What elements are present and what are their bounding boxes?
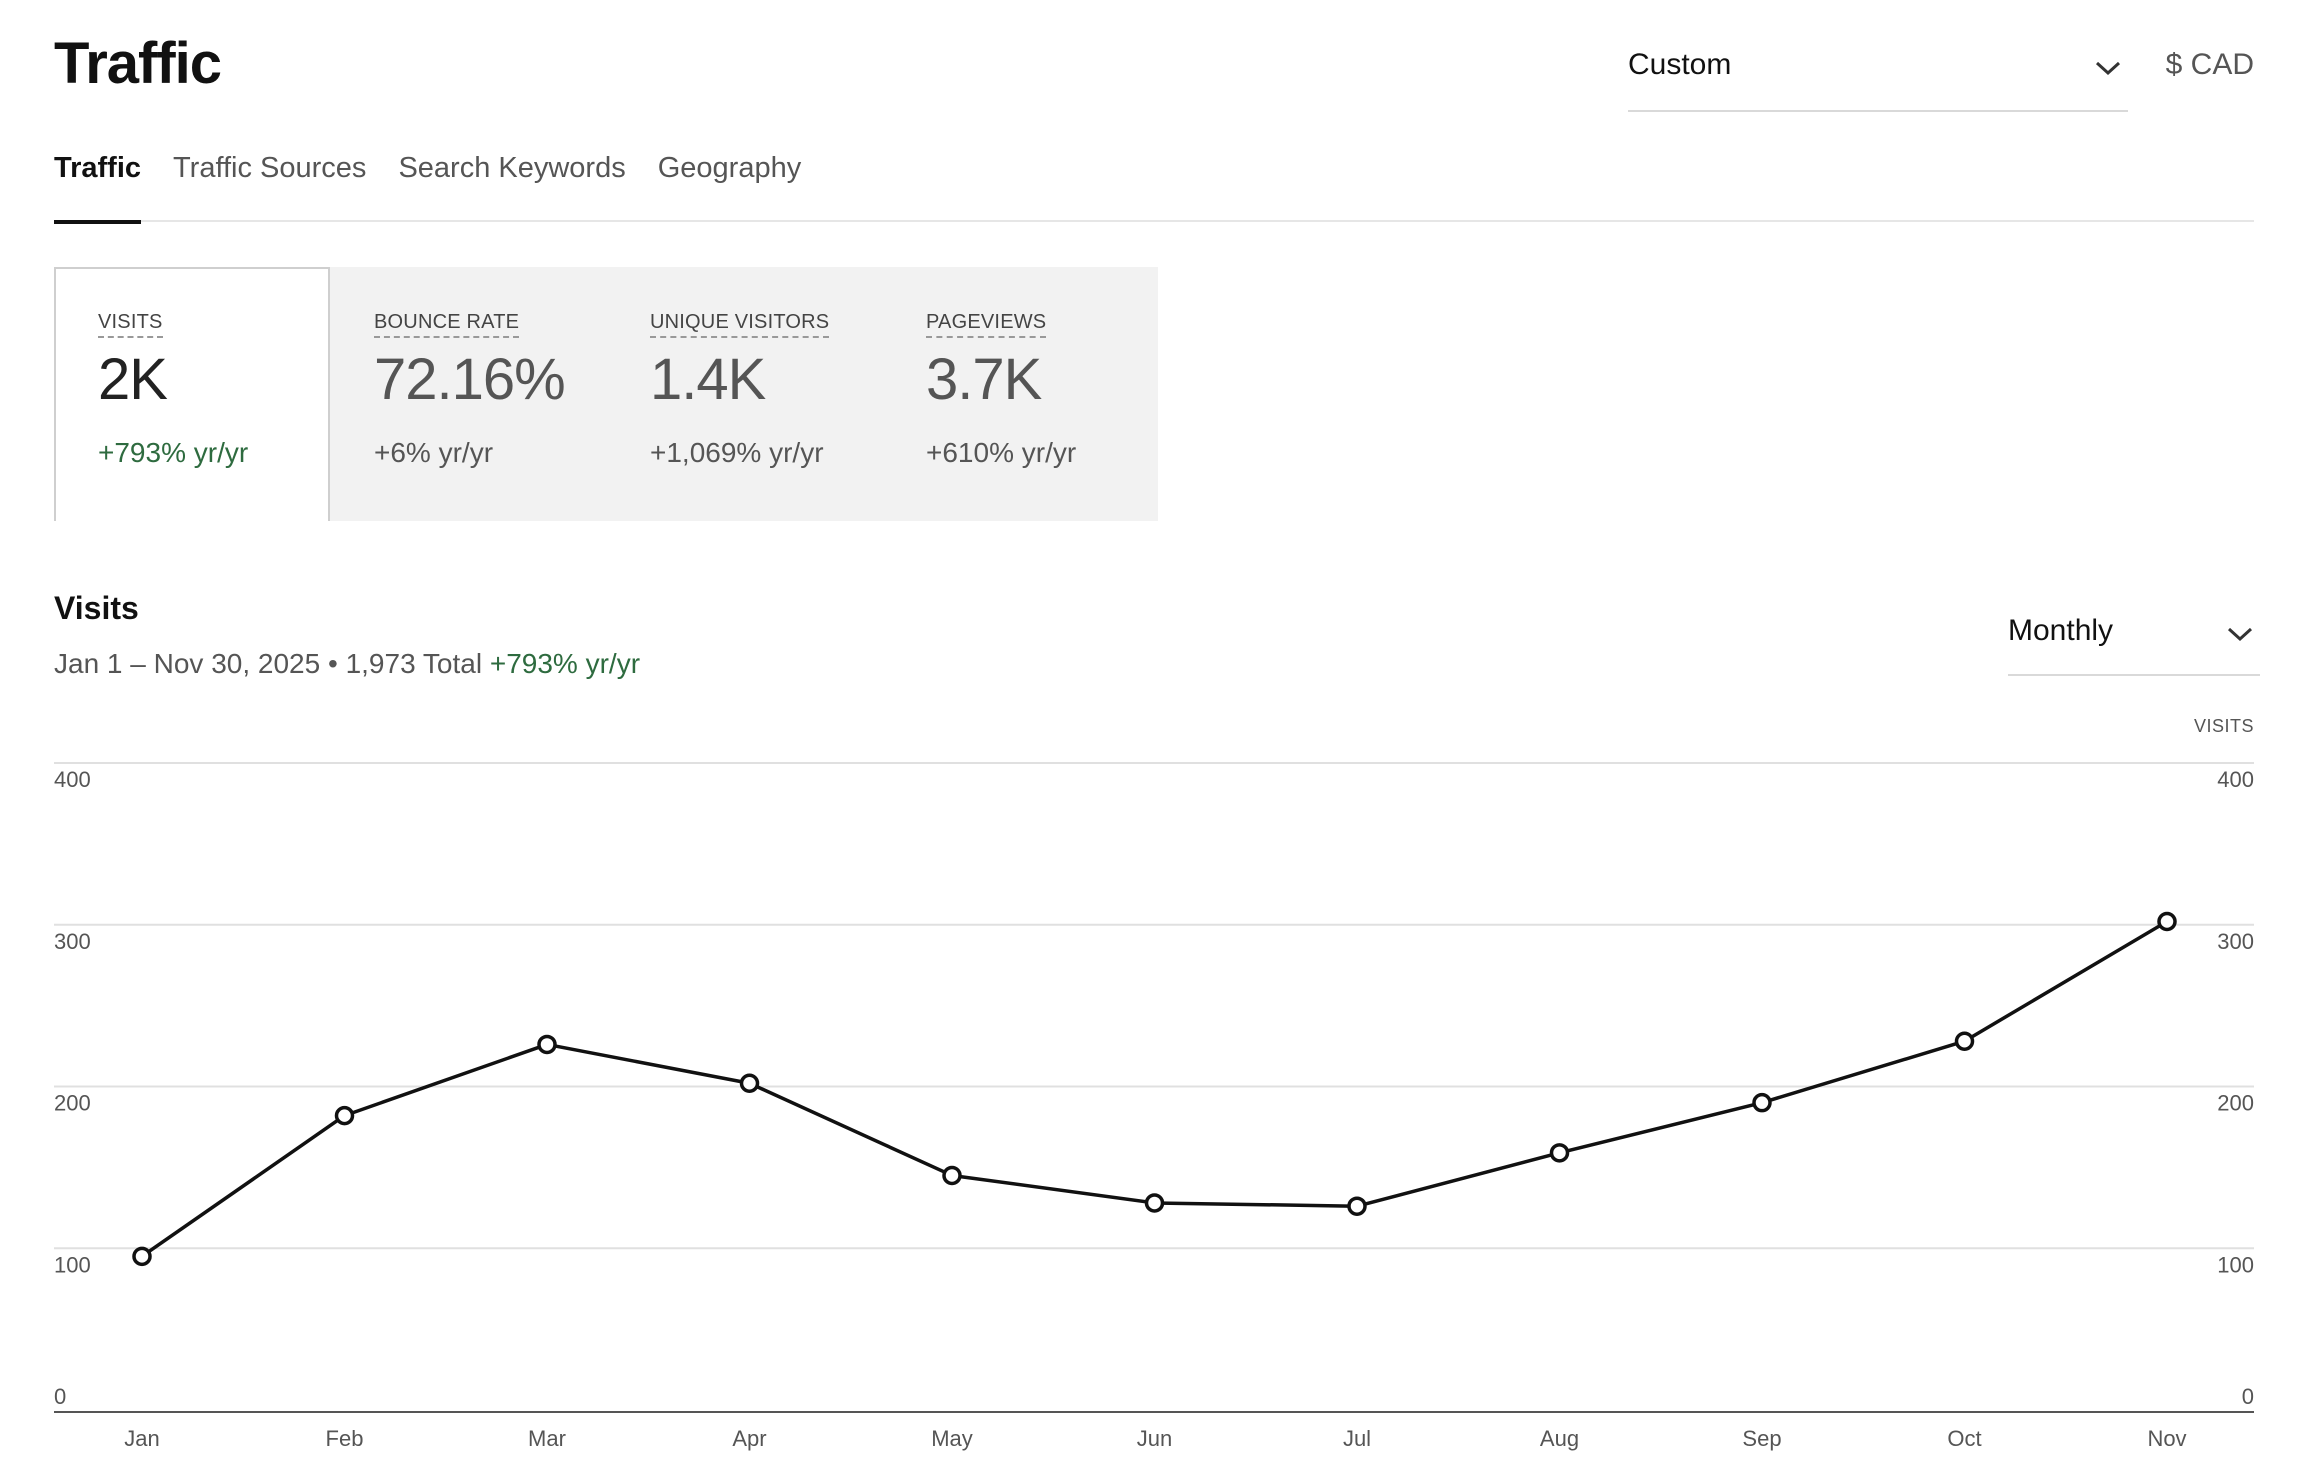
- chart-change: +793% yr/yr: [489, 648, 641, 679]
- data-point[interactable]: [2157, 911, 2177, 932]
- metric-card-bounce-rate[interactable]: BOUNCE RATE 72.16% +6% yr/yr: [330, 267, 606, 521]
- metric-label: VISITS: [98, 311, 163, 338]
- data-point[interactable]: [334, 1105, 355, 1126]
- data-point[interactable]: [132, 1246, 152, 1267]
- data-point[interactable]: [1347, 1196, 1367, 1216]
- y-tick-label-left: 0: [54, 1384, 66, 1409]
- metric-value: 2K: [98, 347, 168, 412]
- data-point[interactable]: [537, 1034, 557, 1055]
- tab-bar: Traffic Traffic Sources Search Keywords …: [54, 146, 2254, 224]
- period-select-value: Monthly: [2008, 614, 2114, 647]
- x-tick-label: Sep: [1742, 1426, 1781, 1451]
- chart-subtitle: Jan 1 – Nov 30, 2025 • 1,973 Total +793%…: [54, 648, 640, 680]
- x-tick-label: Oct: [1947, 1426, 1981, 1451]
- y-tick-label-left: 200: [54, 1091, 91, 1116]
- y-tick-label-right: 100: [2217, 1252, 2254, 1277]
- tab-search-keywords[interactable]: Search Keywords: [398, 152, 626, 184]
- page-title: Traffic: [54, 31, 222, 96]
- metric-value: 72.16%: [374, 347, 566, 412]
- y-tick-label-right: 300: [2217, 929, 2254, 954]
- tab-traffic-sources[interactable]: Traffic Sources: [173, 152, 367, 184]
- metrics-panel: VISITS 2K +793% yr/yr BOUNCE RATE 72.16%…: [54, 267, 1158, 521]
- data-point[interactable]: [1752, 1092, 1772, 1113]
- y-tick-label-left: 300: [54, 929, 91, 954]
- period-select[interactable]: Monthly: [2008, 604, 2260, 676]
- right-axis-label: VISITS: [2193, 716, 2254, 736]
- x-tick-label: Apr: [732, 1426, 766, 1451]
- metric-label: BOUNCE RATE: [374, 311, 520, 338]
- x-tick-label: Aug: [1540, 1426, 1579, 1451]
- y-tick-label-right: 0: [2242, 1384, 2254, 1409]
- metric-card-pageviews[interactable]: PAGEVIEWS 3.7K +610% yr/yr: [882, 267, 1158, 521]
- metric-value: 1.4K: [650, 347, 766, 412]
- x-tick-label: Jan: [124, 1426, 159, 1451]
- x-tick-label: Nov: [2147, 1426, 2186, 1451]
- chevron-down-icon: [2088, 48, 2128, 88]
- x-tick-label: Jun: [1137, 1426, 1172, 1451]
- x-tick-label: Jul: [1343, 1426, 1371, 1451]
- chart-date-range: Jan 1 – Nov 30, 2025: [54, 648, 321, 679]
- metric-card-unique-visitors[interactable]: UNIQUE VISITORS 1.4K +1,069% yr/yr: [606, 267, 882, 521]
- x-tick-label: Mar: [528, 1426, 566, 1451]
- x-tick-label: Feb: [326, 1426, 364, 1451]
- chart-title: Visits: [54, 590, 139, 626]
- visits-line-chart: 0 0 100 100 200 200 300 300 400 400 Jan Feb Mar Apr Ma…: [54, 762, 2254, 1451]
- tab-traffic[interactable]: Traffic: [54, 146, 142, 224]
- y-tick-label-right: 200: [2217, 1091, 2254, 1116]
- metric-card-visits[interactable]: VISITS 2K +793% yr/yr: [54, 267, 330, 521]
- data-point[interactable]: [739, 1073, 760, 1094]
- date-range-select-value: Custom: [1628, 48, 1732, 81]
- y-tick-label-right: 400: [2217, 767, 2254, 792]
- metric-change: +793% yr/yr: [98, 437, 249, 468]
- data-point[interactable]: [1549, 1143, 1570, 1163]
- currency-label: $ CAD: [2165, 48, 2254, 81]
- data-point[interactable]: [1144, 1193, 1165, 1213]
- y-tick-label-left: 400: [54, 767, 91, 792]
- chart-total: 1,973 Total: [345, 648, 483, 679]
- metric-value: 3.7K: [926, 347, 1042, 412]
- metric-change: +6% yr/yr: [374, 437, 494, 468]
- metric-label: PAGEVIEWS: [926, 311, 1047, 338]
- tab-geography[interactable]: Geography: [657, 152, 802, 184]
- data-point[interactable]: [1954, 1031, 1975, 1051]
- chevron-down-icon: [2220, 614, 2260, 654]
- date-range-select[interactable]: Custom: [1628, 36, 2128, 112]
- metric-change: +1,069% yr/yr: [650, 437, 824, 468]
- metric-change: +610% yr/yr: [926, 437, 1077, 468]
- x-tick-label: May: [931, 1426, 973, 1451]
- chart-separator: •: [327, 648, 338, 679]
- y-tick-label-left: 100: [54, 1252, 91, 1277]
- data-point[interactable]: [942, 1165, 962, 1186]
- metric-label: UNIQUE VISITORS: [650, 311, 830, 338]
